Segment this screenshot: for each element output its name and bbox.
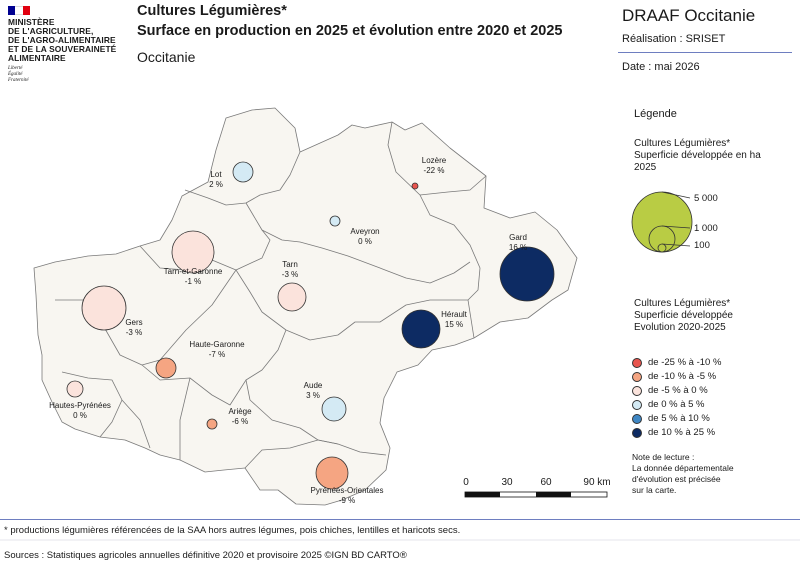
dept-border-hgaronne-aude xyxy=(245,329,339,445)
dept-label-ariege: Ariège -6 % xyxy=(228,407,252,426)
map-title: Cultures Légumières* xyxy=(137,3,287,19)
sources: Sources : Statistiques agricoles annuell… xyxy=(4,550,407,561)
dept-border-tarn-hgaronne xyxy=(235,269,339,341)
size-legend-leader xyxy=(661,243,691,247)
legend-class-item: de -10 % à -5 % xyxy=(632,371,716,382)
dept-border-hpyrenees xyxy=(61,371,123,438)
circle-pyrenees-orientales xyxy=(315,456,349,490)
scale-tick: 60 xyxy=(540,477,552,488)
legend-swatch xyxy=(632,399,642,410)
dept-border-ariege xyxy=(141,364,247,406)
size-legend-label: 100 xyxy=(694,240,710,251)
region-name: Occitanie xyxy=(137,49,196,65)
dept-border-aveyron-tarn xyxy=(245,202,471,284)
circle-lot xyxy=(232,161,254,183)
scale-tick: 90 km xyxy=(583,477,611,488)
circle-herault xyxy=(401,309,441,349)
french-flag-icon xyxy=(8,6,30,15)
size-legend-leader xyxy=(661,191,691,199)
size-legend-title: Cultures Légumières* Superficie développ… xyxy=(634,138,761,173)
republic-motto: Liberté Égalité Fraternité xyxy=(8,66,128,84)
map-date: Date : mai 2026 xyxy=(622,61,700,73)
dept-border-porientales xyxy=(244,439,387,469)
ministry-name-line: ALIMENTAIRE xyxy=(8,53,66,63)
ministry-name-line: DE L'AGRO-ALIMENTAIRE xyxy=(8,35,116,45)
dept-label-aude: Aude 3 % xyxy=(303,381,323,400)
dept-label-pyrenees-orientales: Pyrénées-Orientales -9 % xyxy=(310,486,384,505)
size-legend-label: 1 000 xyxy=(694,223,718,234)
motto-line: Fraternité xyxy=(8,78,29,83)
motto-line: Liberté xyxy=(8,66,23,71)
realisation-credit: Réalisation : SRISET xyxy=(622,33,726,45)
dept-label-haute-garonne: Haute-Garonne -7 % xyxy=(189,340,245,359)
reading-note: Note de lecture : La donnée départementa… xyxy=(632,452,734,495)
dept-border-tarn-garonne xyxy=(139,229,271,271)
legend-class-item: de -5 % à 0 % xyxy=(632,385,708,396)
circle-hautes-pyrenees xyxy=(66,380,84,398)
dept-label-hautes-pyrenees: Hautes-Pyrénées 0 % xyxy=(49,401,111,420)
circle-gard xyxy=(499,246,555,302)
circle-tarn xyxy=(277,282,307,312)
circle-aude xyxy=(321,396,347,422)
ministry-name-line: DE L'AGRICULTURE, xyxy=(8,26,94,36)
legend-class-item: de -25 % à -10 % xyxy=(632,357,721,368)
region-outline xyxy=(33,107,578,506)
legend-class-item: de 0 % à 5 % xyxy=(632,399,705,410)
scale-bar xyxy=(464,491,608,498)
size-legend-label: 5 000 xyxy=(694,193,718,204)
legend-swatch xyxy=(632,357,642,368)
legend-class-item: de 10 % à 25 % xyxy=(632,427,715,438)
dept-label-gard: Gard 16 % xyxy=(508,233,528,252)
dept-label-aveyron: Aveyron 0 % xyxy=(350,227,380,246)
dept-border-hgaronne-south xyxy=(121,377,191,460)
dept-border-herault-aude xyxy=(337,299,475,339)
color-legend-title: Cultures Légumières* Superficie développ… xyxy=(634,298,733,333)
ministry-name-line: ET DE LA SOUVERAINETÉ xyxy=(8,44,117,54)
circle-aveyron xyxy=(329,215,341,227)
header-divider xyxy=(618,52,792,53)
dept-label-tarn: Tarn -3 % xyxy=(281,260,299,279)
motto-line: Égalité xyxy=(8,72,23,77)
dept-label-tarn-et-garonne: Tarn-et-Garonne -1 % xyxy=(163,267,223,286)
legend-swatch xyxy=(632,385,642,396)
legend-class-item: de 5 % à 10 % xyxy=(632,413,710,424)
footer-divider xyxy=(0,519,800,520)
footnote: * productions légumières référencées de … xyxy=(4,525,461,536)
dept-border-lot xyxy=(184,151,301,206)
legend-title: Légende xyxy=(634,108,677,120)
dept-label-lozere: Lozère -22 % xyxy=(421,156,447,175)
legend-swatch xyxy=(632,427,642,438)
dept-label-gers: Gers -3 % xyxy=(125,318,143,337)
dept-label-herault: Hérault 15 % xyxy=(441,310,467,329)
ministry-name-line: MINISTÈRE xyxy=(8,17,55,27)
legend-swatch xyxy=(632,413,642,424)
circle-gers xyxy=(81,285,127,331)
circle-ariege xyxy=(206,418,218,430)
ministry-logo: MINISTÈRE DE L'AGRICULTURE, DE L'AGRO-AL… xyxy=(8,6,128,84)
legend-swatch xyxy=(632,371,642,382)
size-legend-circles xyxy=(631,191,693,253)
circle-tarn-garonne xyxy=(171,230,215,274)
scale-tick: 0 xyxy=(463,477,469,488)
circle-haute-garonne xyxy=(155,357,177,379)
scale-tick: 30 xyxy=(501,477,513,488)
map-subtitle: Surface en production en 2025 et évoluti… xyxy=(137,23,563,39)
dept-label-lot: Lot 2 % xyxy=(209,170,223,189)
dept-border-aveyron-gard xyxy=(419,194,481,301)
organization-name: DRAAF Occitanie xyxy=(622,6,756,25)
circle-lozere xyxy=(411,182,419,190)
size-legend-leader xyxy=(661,225,691,229)
size-legend-100 xyxy=(657,243,667,253)
